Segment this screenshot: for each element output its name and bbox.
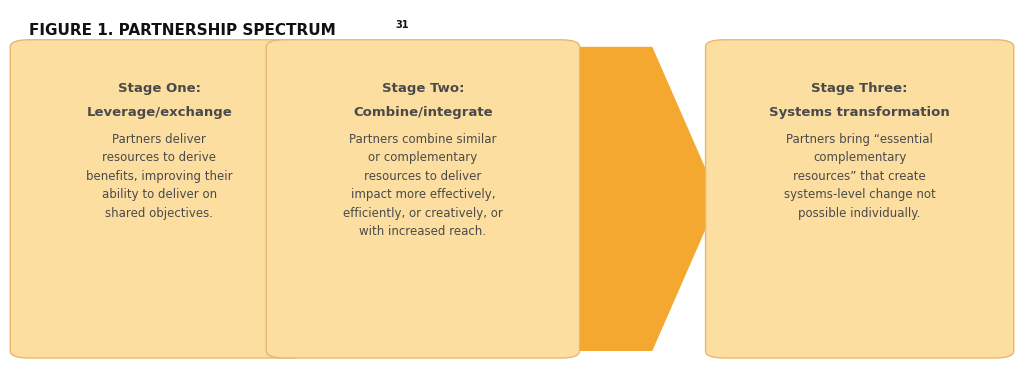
Text: Partners deliver
resources to derive
benefits, improving their
ability to delive: Partners deliver resources to derive ben…: [86, 133, 232, 220]
Text: 31: 31: [395, 20, 409, 30]
FancyBboxPatch shape: [706, 40, 1014, 358]
FancyBboxPatch shape: [10, 40, 308, 358]
Text: Combine/integrate: Combine/integrate: [353, 106, 493, 119]
Text: FIGURE 1. PARTNERSHIP SPECTRUM: FIGURE 1. PARTNERSHIP SPECTRUM: [29, 23, 336, 38]
Polygon shape: [278, 47, 719, 351]
Text: Partners combine similar
or complementary
resources to deliver
impact more effec: Partners combine similar or complementar…: [343, 133, 503, 238]
Text: Leverage/exchange: Leverage/exchange: [86, 106, 232, 119]
Text: Partners bring “essential
complementary
resources” that create
systems-level cha: Partners bring “essential complementary …: [783, 133, 936, 220]
Text: Stage Three:: Stage Three:: [811, 82, 908, 95]
Text: Systems transformation: Systems transformation: [769, 106, 950, 119]
Text: Stage One:: Stage One:: [118, 82, 201, 95]
FancyBboxPatch shape: [266, 40, 580, 358]
Text: Stage Two:: Stage Two:: [382, 82, 464, 95]
